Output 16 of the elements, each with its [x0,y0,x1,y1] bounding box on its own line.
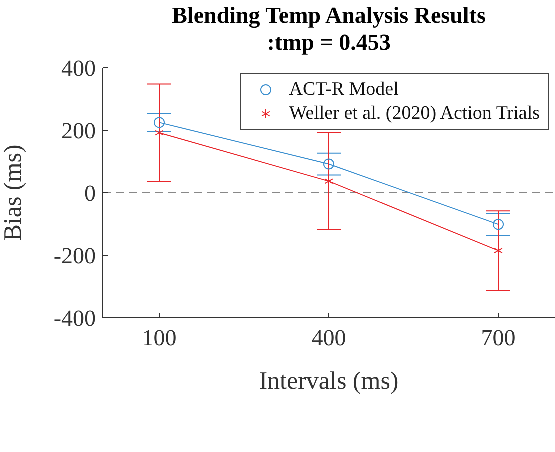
legend-label: ACT-R Model [289,78,399,102]
y-tick-label: 400 [62,56,96,82]
y-tick-label: 0 [84,181,96,206]
point [324,158,334,170]
point [493,219,504,230]
y-tick-label: -400 [54,306,96,332]
x-tick-label: 700 [481,325,516,350]
x-axis-title: Intervals (ms) [259,368,399,395]
x-tick-label: 100 [142,325,177,350]
legend-label: Weller et al. (2020) Action Trials [289,102,540,126]
point [154,117,165,128]
x-tick-label: 400 [312,325,346,350]
y-axis-title: Bias (ms) [0,144,27,242]
y-tick-label: 200 [62,118,96,144]
chart-title: Blending Temp Analysis Results :tmp = 0.453 [171,2,487,56]
y-tick-label: -200 [54,244,96,269]
